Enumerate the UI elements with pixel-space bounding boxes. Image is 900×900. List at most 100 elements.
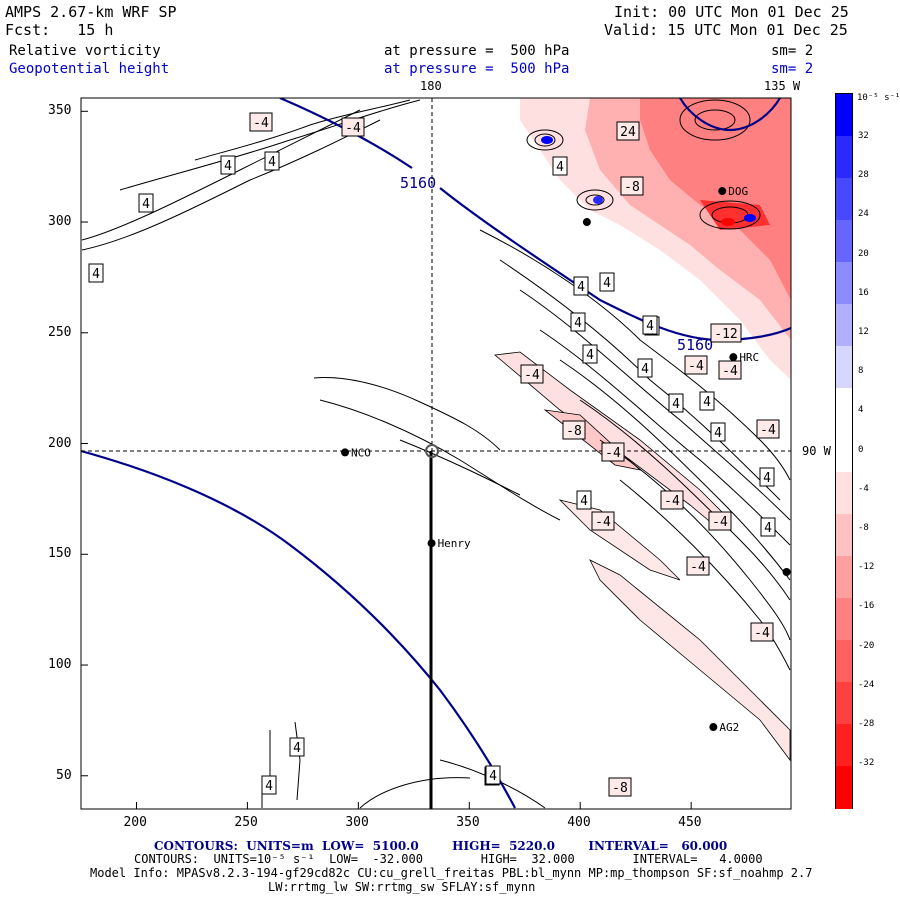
height-label-1: 5160 (400, 174, 436, 192)
station-label: DOG (728, 185, 748, 198)
y-tick-label: 50 (56, 767, 72, 783)
colorbar-tick-label: -8 (858, 523, 869, 533)
contour-label: -4 (524, 368, 540, 383)
contour-label: 24 (620, 125, 636, 140)
field2-smoothing: sm= 2 (771, 61, 814, 77)
vorticity-core (700, 200, 770, 230)
colorbar-segment (836, 94, 852, 137)
contour-label-box (485, 765, 501, 785)
x-tick-label: 350 (456, 815, 480, 830)
contour-label: 4 (672, 397, 680, 412)
colorbar-segment (836, 220, 852, 263)
y-tick-label: 250 (48, 324, 72, 340)
forecast-hour: Fcst: 15 h (5, 21, 114, 39)
contour-label-box (668, 393, 684, 413)
x-tick-label: 250 (234, 815, 258, 830)
contour-label: 4 (556, 160, 564, 175)
contour-label: -4 (253, 116, 269, 131)
contour-label-box (601, 442, 625, 462)
contour-label-box (750, 622, 774, 642)
station-dot (709, 723, 718, 732)
contour-label-box (756, 419, 780, 439)
contour-label-box (684, 355, 708, 375)
contour-label: 4 (577, 280, 585, 295)
contour-label: 4 (224, 159, 232, 174)
contour-label-box (261, 775, 277, 795)
vorticity-positive-core-3 (744, 214, 756, 222)
contour-label-box (660, 490, 684, 510)
contours-info-vorticity: CONTOURS: UNITS=10⁻⁵ s⁻¹ LOW= -32.000 HI… (134, 852, 763, 866)
y-tick-label: 100 (48, 657, 72, 673)
station-dot (729, 353, 738, 362)
contour-label: 4 (92, 267, 100, 282)
station-markers: NCO Henry HRC DOG AG2 (341, 185, 791, 734)
contour-label: -4 (722, 364, 738, 379)
colorbar-segment (836, 388, 852, 431)
contour-label: -4 (712, 515, 728, 530)
colorbar-tick-label: -12 (858, 562, 875, 573)
contour-label-box (570, 312, 586, 332)
station-dot (427, 539, 436, 548)
meridian-label-top-right: 135 W (764, 79, 801, 93)
contour-label-box (620, 176, 644, 196)
contour-label: -4 (690, 560, 706, 575)
contour-label-box (582, 344, 598, 364)
field1-name: Relative vorticity (9, 43, 161, 59)
x-tick-label: 200 (123, 815, 147, 830)
contour-label-box (760, 517, 776, 537)
colorbar-tick-label: -16 (858, 601, 875, 612)
contour-label-box (599, 272, 615, 292)
colorbar-segment (836, 304, 852, 347)
contour-label: 4 (714, 426, 722, 441)
contour-label: -8 (612, 781, 628, 796)
y-tick-label: 300 (48, 214, 72, 230)
colorbar-tick-label: -28 (858, 719, 875, 729)
vorticity-negative-core (721, 218, 735, 226)
field1-smoothing: sm= 2 (771, 43, 814, 59)
meridian-label-top-left: 180 (420, 79, 442, 93)
height-label-2: 5160 (677, 336, 713, 354)
colorbar-segment (836, 136, 852, 179)
station-dot (341, 448, 350, 457)
colorbar-segment (836, 262, 852, 305)
contour-label-box (573, 276, 589, 296)
contour-label: 4 (703, 395, 711, 410)
dense-contour-cluster (526, 99, 761, 230)
vorticity-positive-core-2 (593, 196, 603, 204)
colorbar-tick-label: 8 (858, 366, 864, 377)
contour-label-box (616, 121, 640, 141)
vorticity-band-2 (589, 559, 791, 762)
colorbar-tick-label: 32 (858, 131, 869, 141)
station-label: Henry (438, 537, 471, 550)
contour-label: 4 (603, 276, 611, 291)
contour-label: -8 (624, 180, 640, 195)
colorbar (835, 93, 853, 809)
field1-level: at pressure = 500 hPa (384, 43, 570, 59)
colorbar-segment (836, 346, 852, 389)
contour-label: -4 (595, 515, 611, 530)
colorbar-segment (836, 514, 852, 557)
contour-label-box (591, 511, 615, 531)
station-label: AG2 (719, 721, 739, 734)
colorbar-tick-label: 12 (858, 327, 869, 337)
contour-label-box (249, 112, 273, 132)
station-dot (582, 218, 591, 227)
colorbar-segment (836, 472, 852, 515)
colorbar-segment (836, 682, 852, 725)
contour-label-box (699, 391, 715, 411)
colorbar-tick-label: 24 (858, 209, 869, 220)
station-dot (718, 187, 727, 196)
colorbar-segment (836, 430, 852, 473)
model-title: AMPS 2.67-km WRF SP (5, 3, 177, 21)
contour-label-box (576, 490, 592, 510)
contour-label: 4 (142, 197, 150, 212)
colorbar-tick-label: 16 (858, 287, 869, 298)
y-tick-label: 350 (48, 103, 72, 119)
x-tick-label: 300 (345, 815, 369, 830)
colorbar-segment (836, 724, 852, 767)
contour-label: -4 (688, 359, 704, 374)
colorbar-tick-label: -24 (858, 679, 875, 690)
colorbar-tick-label: -4 (858, 483, 869, 494)
y-tick-label: 200 (48, 435, 72, 451)
